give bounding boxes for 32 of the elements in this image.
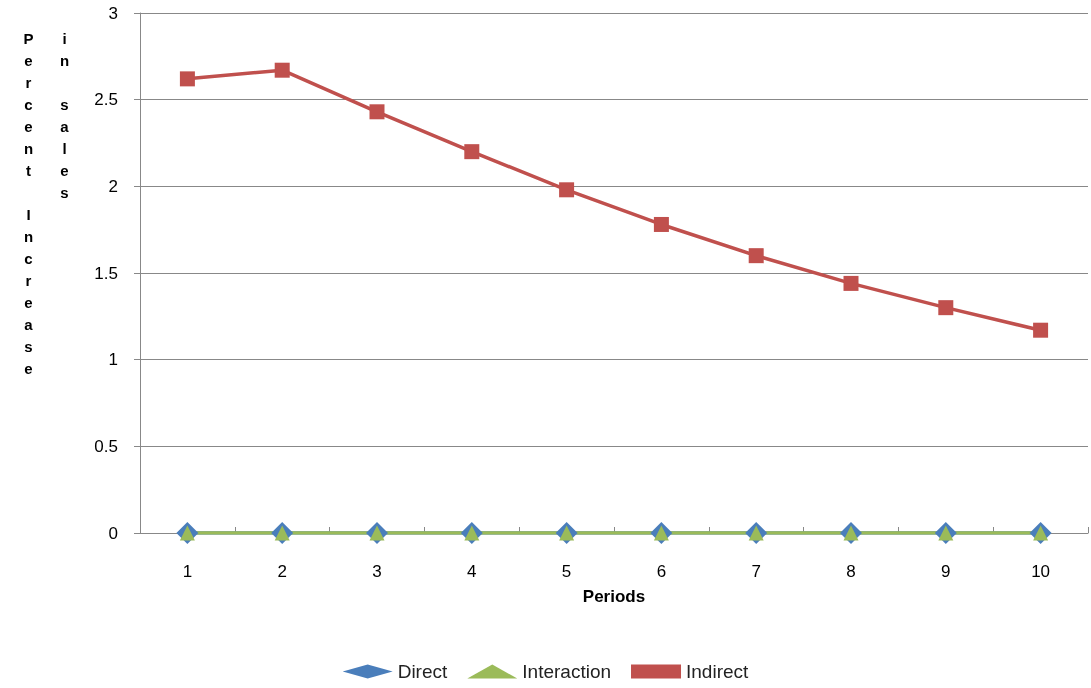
point	[274, 62, 290, 78]
y-tick-label: 2	[108, 176, 118, 196]
x-tick-label: 2	[277, 562, 287, 581]
x-tick-label: 8	[846, 562, 856, 581]
x-tick-label: 9	[941, 562, 951, 581]
point	[464, 144, 480, 160]
x-tick-label: 5	[561, 562, 572, 581]
x-tick-label: 7	[751, 562, 761, 581]
legend-label: Interaction	[522, 661, 612, 682]
point	[843, 275, 859, 291]
y-tick-label: 3	[108, 3, 118, 23]
x-axis-title: Periods	[582, 587, 646, 606]
point	[1033, 322, 1049, 338]
text: Percent Increase in sales	[20, 30, 73, 382]
y-tick-label: 0.5	[94, 436, 118, 456]
x-tick-label: 4	[467, 562, 477, 581]
point	[748, 248, 764, 264]
point	[179, 71, 195, 87]
point	[559, 182, 575, 198]
legend-label: Direct	[397, 661, 449, 682]
x-tick-label: 6	[656, 562, 667, 581]
point	[938, 300, 954, 316]
y-tick-label: 1.5	[94, 263, 118, 283]
x-tick-label: 1	[182, 562, 193, 581]
legend-label: Indirect	[686, 661, 750, 682]
y-tick-label: 2.5	[94, 90, 118, 110]
y-tick-label: 0	[108, 523, 118, 543]
x-tick-label: 10	[1031, 562, 1051, 581]
x-tick-label: 3	[372, 562, 382, 581]
point	[369, 104, 385, 120]
point	[653, 216, 669, 232]
y-tick-label: 1	[108, 350, 118, 370]
